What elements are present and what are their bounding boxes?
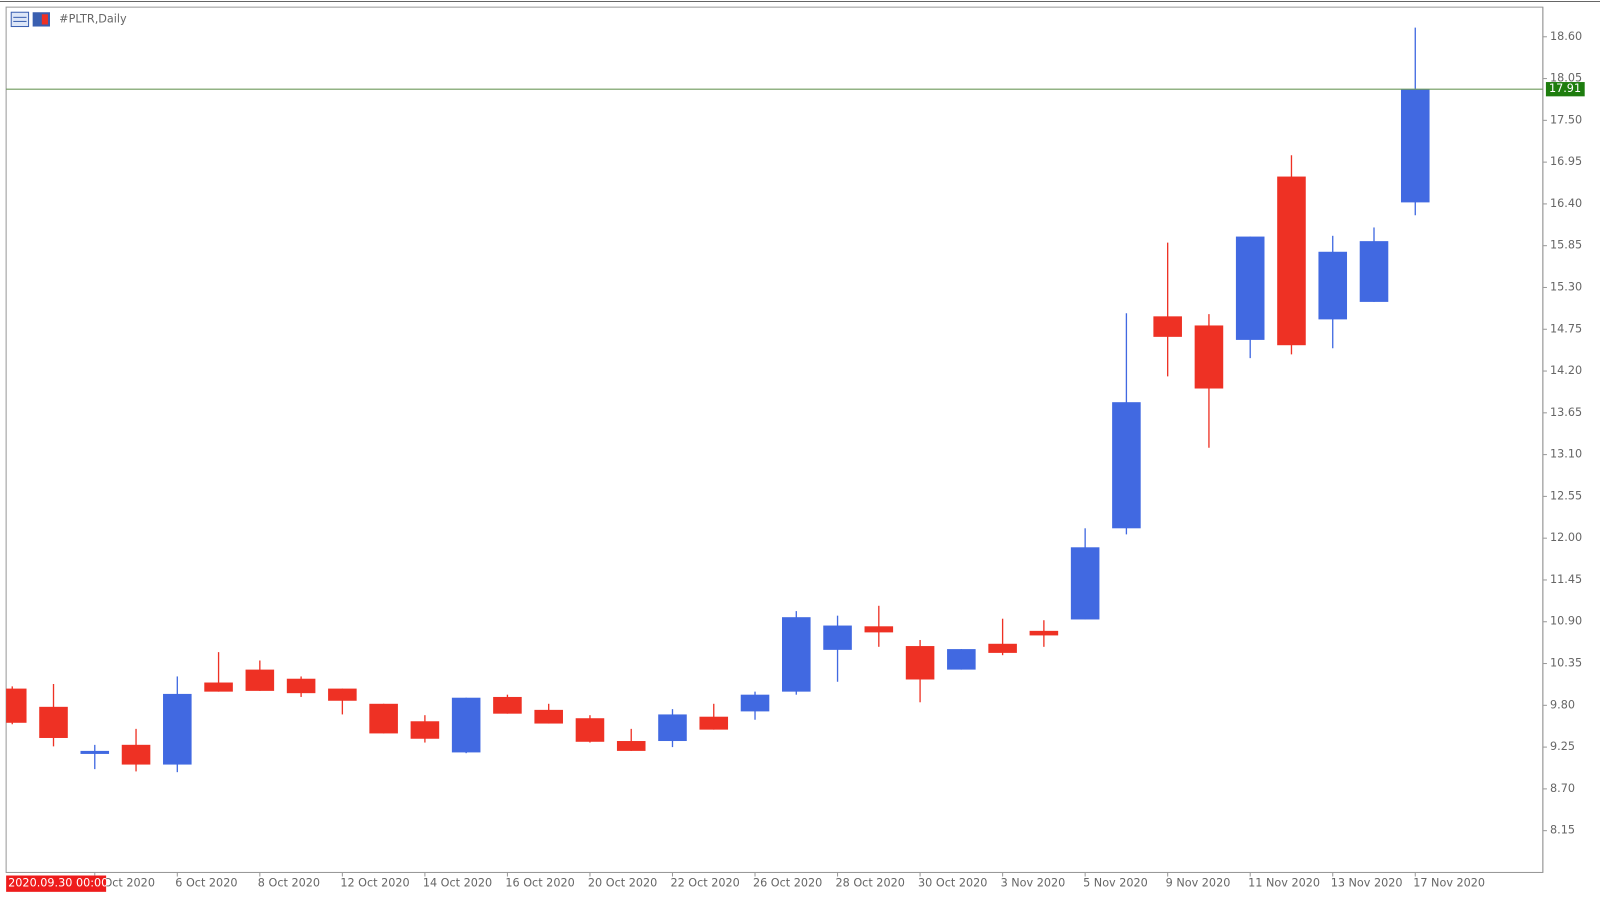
- cursor-box: [6, 875, 107, 892]
- icon-bar: [41, 14, 48, 25]
- y-tick-label: 14.75: [1550, 322, 1582, 335]
- candle-body: [369, 703, 398, 734]
- y-tick-label: 11.45: [1550, 573, 1582, 586]
- candle-body: [6, 688, 27, 723]
- x-tick-label: 9 Nov 2020: [1166, 877, 1231, 890]
- candle-body: [1318, 251, 1348, 320]
- candle-body: [204, 682, 233, 692]
- y-tick-label: 8.70: [1550, 782, 1575, 795]
- y-tick-label: 16.40: [1550, 197, 1582, 210]
- icon-table[interactable]: [10, 11, 30, 28]
- x-tick-label: 14 Oct 2020: [423, 877, 492, 890]
- candle-body: [616, 741, 646, 751]
- candle-body: [1112, 402, 1141, 529]
- y-tick-label: 10.35: [1550, 657, 1582, 670]
- y-tick-label: 12.00: [1550, 531, 1582, 544]
- y-tick-label: 14.20: [1550, 364, 1582, 377]
- y-tick-label: 13.10: [1550, 448, 1582, 461]
- current-price-label: 17.91: [1549, 82, 1581, 95]
- candle-body: [493, 696, 522, 714]
- candle-body: [286, 678, 316, 694]
- candle-body: [121, 744, 151, 765]
- y-tick-label: 18.05: [1550, 72, 1582, 85]
- y-tick-label: 15.30: [1550, 280, 1582, 293]
- candle-body: [534, 709, 563, 724]
- candle-body: [1194, 325, 1224, 389]
- candle-body: [245, 669, 275, 691]
- toolbar-icons[interactable]: [10, 11, 50, 28]
- candle-body: [905, 646, 935, 680]
- x-tick-label: 13 Nov 2020: [1331, 877, 1403, 890]
- candle-body: [740, 694, 770, 712]
- x-tick-label: 20 Oct 2020: [588, 877, 657, 890]
- x-tick-label: 16 Oct 2020: [505, 877, 574, 890]
- x-tick-label: 12 Oct 2020: [340, 877, 409, 890]
- candle-body: [988, 643, 1017, 653]
- y-tick-label: 10.90: [1550, 615, 1582, 628]
- x-tick-label: 5 Nov 2020: [1083, 877, 1148, 890]
- candle-body: [1070, 547, 1100, 620]
- candle-body: [823, 625, 852, 650]
- cursor-label: 2020.09.30 00:00: [8, 877, 108, 890]
- x-tick-label: 28 Oct 2020: [836, 877, 905, 890]
- y-tick-label: 16.95: [1550, 155, 1582, 168]
- candle-body: [658, 714, 687, 742]
- y-tick-label: 12.55: [1550, 489, 1582, 502]
- candle-body: [782, 617, 811, 692]
- candle-body: [80, 750, 110, 754]
- candle-body: [163, 693, 192, 765]
- candle-body: [864, 626, 894, 633]
- candle-body: [410, 721, 440, 739]
- candle-body: [1400, 89, 1430, 203]
- x-tick-label: 11 Nov 2020: [1248, 877, 1320, 890]
- chart-title: #PLTR,Daily: [59, 12, 127, 25]
- x-tick-label: 3 Nov 2020: [1001, 877, 1066, 890]
- x-tick-label: 17 Nov 2020: [1413, 877, 1485, 890]
- x-tick-label: 26 Oct 2020: [753, 877, 822, 890]
- candles: [6, 27, 1430, 773]
- candle-body: [328, 688, 357, 701]
- y-tick-label: 13.65: [1550, 406, 1582, 419]
- candle-body: [1277, 176, 1306, 346]
- y-tick-label: 18.60: [1550, 30, 1582, 43]
- candle-body: [575, 718, 605, 742]
- candle-body: [39, 706, 68, 738]
- x-tick-label: 8 Oct 2020: [258, 877, 320, 890]
- y-tick-label: 8.15: [1550, 824, 1575, 837]
- candle-body: [1235, 236, 1265, 340]
- x-tick-label: 2 Oct 2020: [93, 877, 155, 890]
- current-price-box: [1545, 82, 1585, 97]
- x-tick-label: 22 Oct 2020: [670, 877, 739, 890]
- candle-body: [1029, 630, 1059, 636]
- y-tick-label: 9.80: [1550, 698, 1575, 711]
- candle-body: [947, 649, 976, 670]
- x-tick-label: 6 Oct 2020: [175, 877, 237, 890]
- y-tick-label: 15.85: [1550, 239, 1582, 252]
- candle-body: [1153, 316, 1182, 337]
- candle-body: [451, 697, 481, 753]
- y-tick-label: 9.25: [1550, 740, 1575, 753]
- candle-body: [1359, 241, 1389, 302]
- y-tick-label: 17.50: [1550, 113, 1582, 126]
- x-tick-label: 30 Oct 2020: [918, 877, 987, 890]
- candle-body: [699, 716, 729, 730]
